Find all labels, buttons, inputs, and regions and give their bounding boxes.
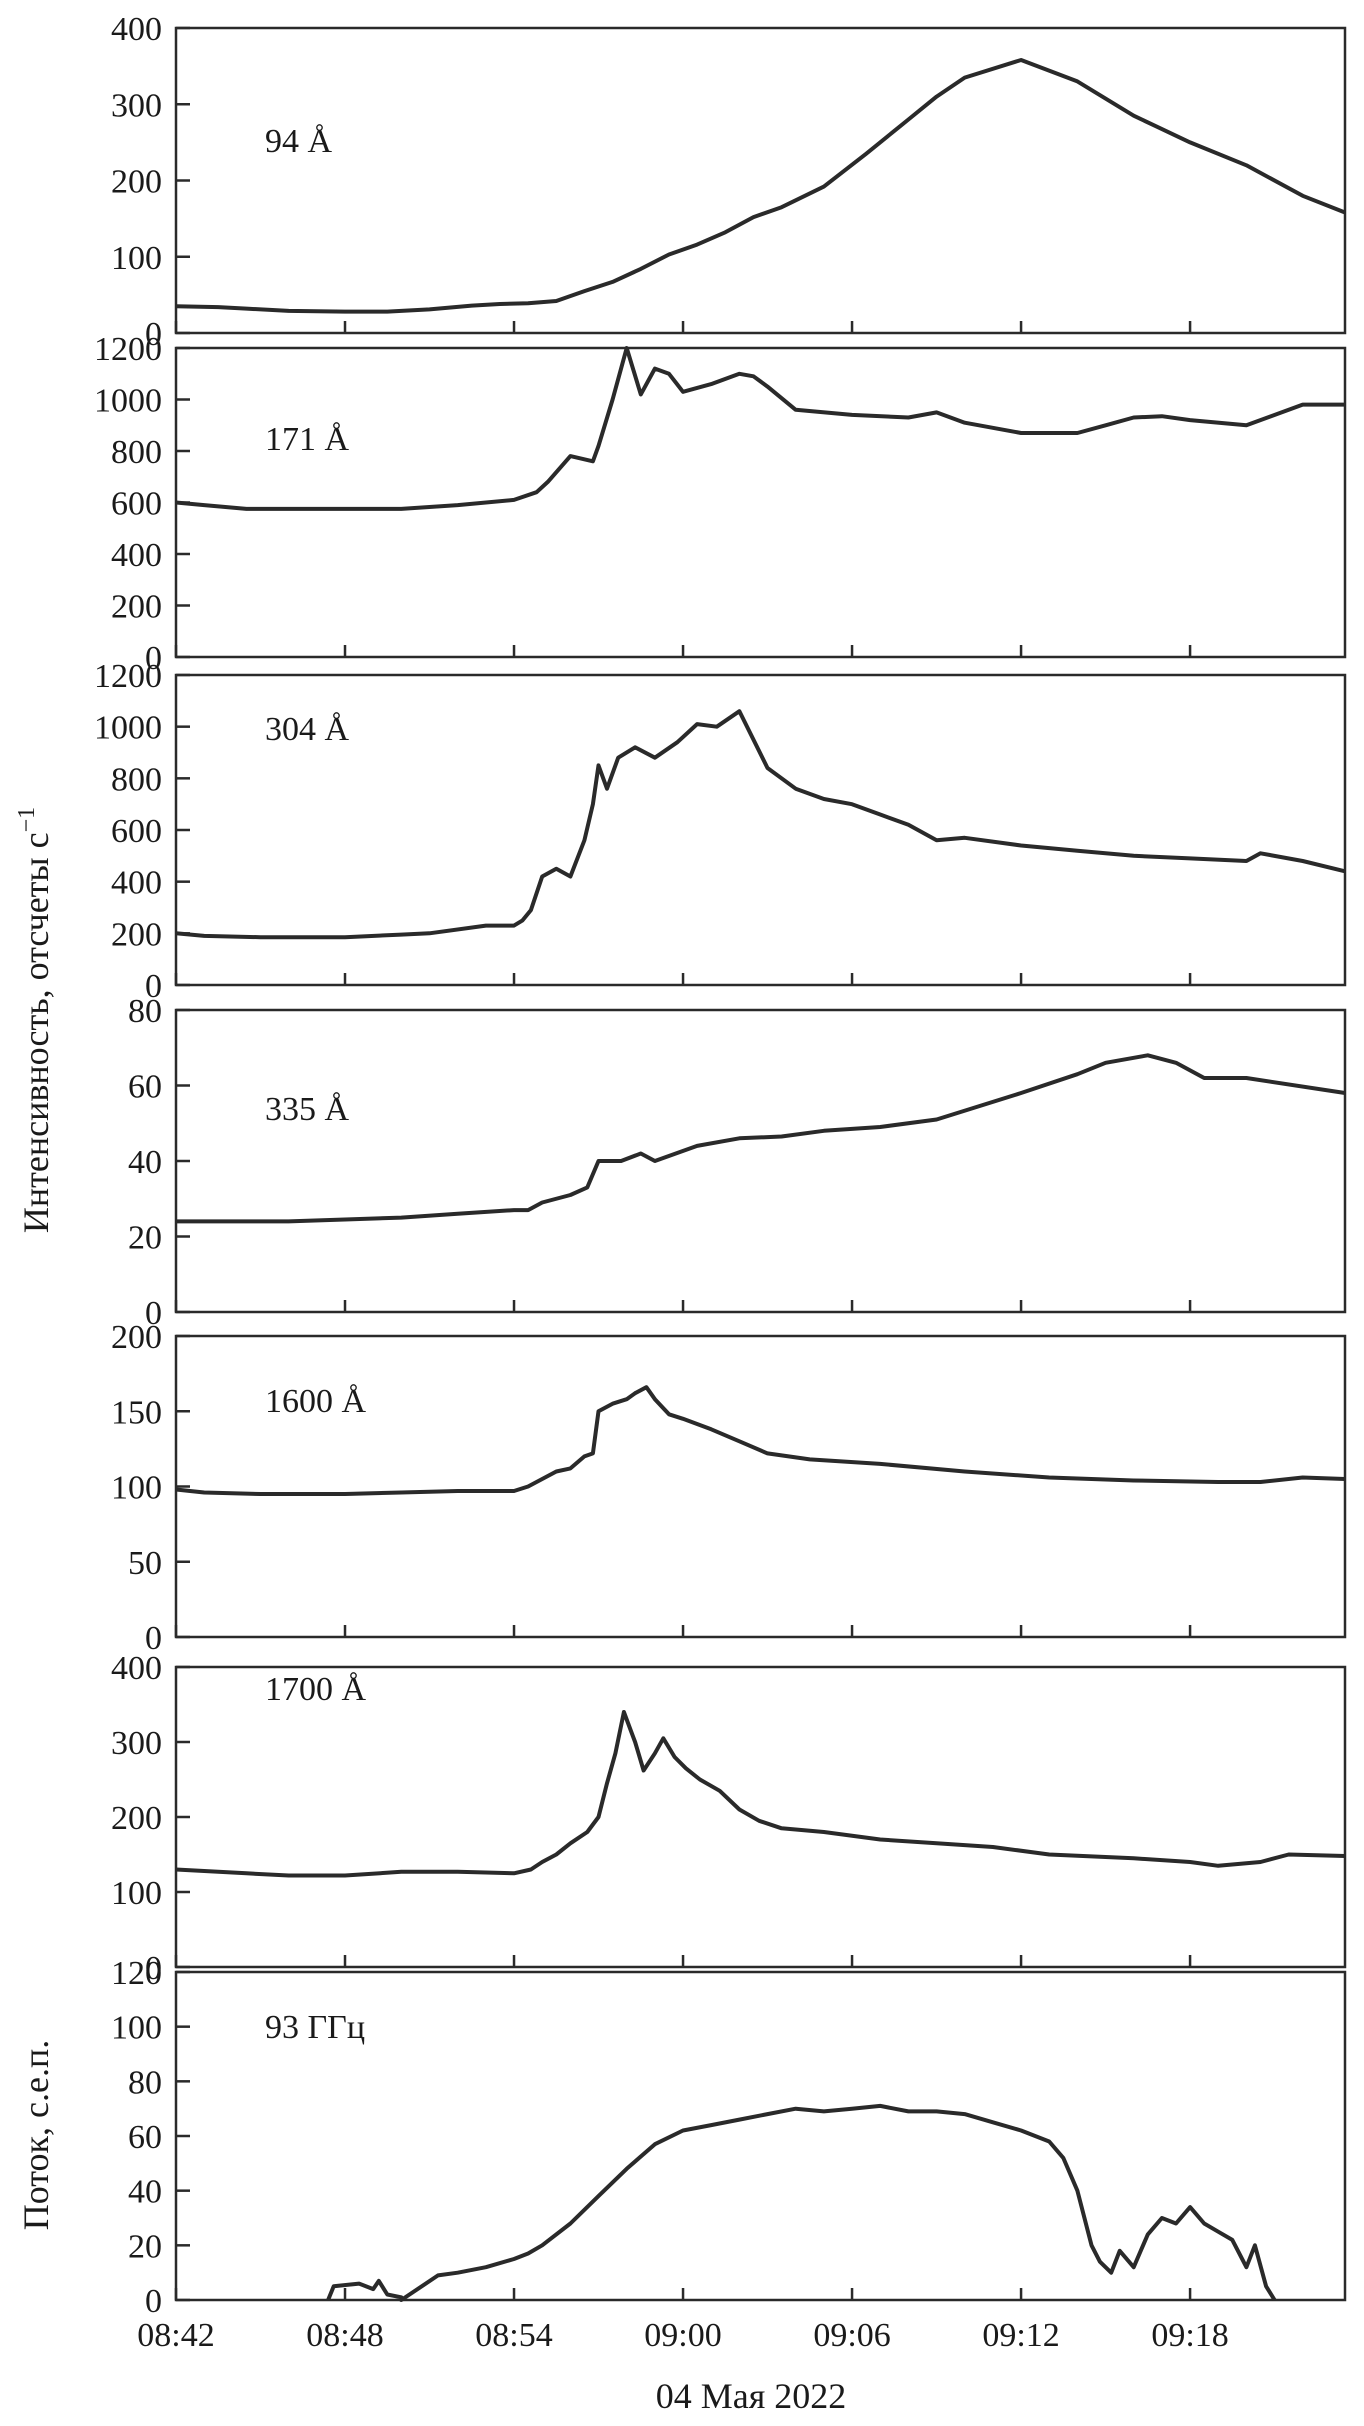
y-axis-title-intensity: Интенсивность, отсчеты с−1 — [14, 807, 56, 1233]
y-tick-label: 80 — [128, 2064, 162, 2101]
y-tick-label: 200 — [111, 916, 162, 953]
y-axis-title-intensity-superscript: −1 — [14, 807, 40, 833]
series-line — [326, 2103, 1277, 2302]
panel-label: 94 Å — [265, 123, 333, 160]
x-tick-label: 09:00 — [644, 2317, 721, 2354]
y-tick-label: 600 — [111, 486, 162, 523]
y-tick-label: 200 — [111, 589, 162, 626]
y-tick-label: 400 — [111, 11, 162, 48]
y-tick-label: 100 — [111, 240, 162, 277]
y-tick-label: 0 — [145, 1295, 162, 1332]
panel-frame — [174, 346, 1347, 659]
x-tick-label: 09:12 — [982, 2317, 1059, 2354]
x-tick-label: 08:48 — [306, 2317, 383, 2354]
y-tick-label: 1200 — [94, 658, 162, 695]
y-tick-label: 0 — [145, 640, 162, 677]
series-line — [176, 1053, 1346, 1224]
panel-4: 0 20 40 60 80 335 Å — [128, 993, 1347, 1332]
panel-label: 171 Å — [265, 421, 350, 458]
x-tick-label: 08:42 — [137, 2317, 214, 2354]
panel-1: 0 100 200 300 400 94 Å — [111, 11, 1347, 353]
y-tick-label: 150 — [111, 1394, 162, 1431]
y-axis-title-intensity-text: Интенсивность, отсчеты с — [16, 832, 56, 1233]
panel-3: 0 200 400 600 800 1000 1200 304 Å — [94, 658, 1347, 1005]
y-tick-label: 200 — [111, 164, 162, 201]
series-line — [175, 709, 1346, 940]
y-tick-label: 40 — [128, 2174, 162, 2211]
y-tick-label: 400 — [111, 865, 162, 902]
y-tick-label: 120 — [111, 1955, 162, 1992]
y-tick-label: 0 — [145, 1950, 162, 1987]
panel-2: 0 200 400 600 800 1000 1200 171 Å — [94, 331, 1347, 677]
y-tick-label: 20 — [128, 1220, 162, 1257]
x-axis-title: 04 Мая 2022 — [656, 2376, 847, 2416]
series-line — [175, 346, 1345, 511]
panel-frame — [174, 26, 1347, 335]
panel-frame — [174, 1665, 1347, 1969]
panel-5: 0 50 100 150 200 1600 Å — [111, 1319, 1347, 1657]
series-line — [175, 1710, 1346, 1878]
y-tick-label: 0 — [145, 316, 162, 353]
panel-7: 0 20 40 60 80 100 120 93 ГГц — [111, 1955, 1347, 2320]
y-tick-label: 400 — [111, 1650, 162, 1687]
y-tick-label: 0 — [145, 968, 162, 1005]
y-tick-label: 1200 — [94, 331, 162, 368]
panel-frame — [174, 1008, 1347, 1314]
y-tick-label: 1000 — [94, 710, 162, 747]
y-tick-label: 300 — [111, 87, 162, 124]
y-tick-label: 100 — [111, 1470, 162, 1507]
y-tick-label: 0 — [145, 1620, 162, 1657]
x-axis: 08:42 08:48 08:54 09:00 09:06 09:12 09:18 — [137, 2317, 1229, 2354]
y-tick-label: 100 — [111, 2010, 162, 2047]
y-tick-label: 300 — [111, 1725, 162, 1762]
y-tick-label: 800 — [111, 434, 162, 471]
panel-6: 0 100 200 300 400 1700 Å — [111, 1650, 1347, 1987]
x-tick-label: 09:18 — [1151, 2317, 1228, 2354]
y-tick-label: 20 — [128, 2228, 162, 2265]
panel-label: 1700 Å — [265, 1671, 367, 1708]
y-tick-label: 800 — [111, 761, 162, 798]
y-tick-label: 40 — [128, 1144, 162, 1181]
y-tick-label: 100 — [111, 1875, 162, 1912]
y-tick-label: 200 — [111, 1319, 162, 1356]
y-axis-title-flux: Поток, с.е.п. — [16, 2040, 56, 2231]
y-tick-label: 80 — [128, 993, 162, 1030]
x-tick-label: 09:06 — [813, 2317, 890, 2354]
panel-frame — [174, 1334, 1347, 1639]
y-tick-label: 0 — [145, 2283, 162, 2320]
panel-label: 93 ГГц — [265, 2009, 365, 2046]
y-tick-label: 60 — [128, 2119, 162, 2156]
y-tick-label: 200 — [111, 1800, 162, 1837]
panel-label: 304 Å — [265, 711, 350, 748]
y-tick-label: 50 — [128, 1545, 162, 1582]
series-line — [175, 58, 1346, 314]
panel-label: 1600 Å — [265, 1383, 367, 1420]
y-tick-label: 60 — [128, 1069, 162, 1106]
y-tick-label: 600 — [111, 813, 162, 850]
series-line — [175, 1385, 1346, 1496]
y-tick-label: 1000 — [94, 383, 162, 420]
x-tick-label: 08:54 — [475, 2317, 552, 2354]
panel-label: 335 Å — [265, 1091, 350, 1128]
y-tick-label: 400 — [111, 537, 162, 574]
